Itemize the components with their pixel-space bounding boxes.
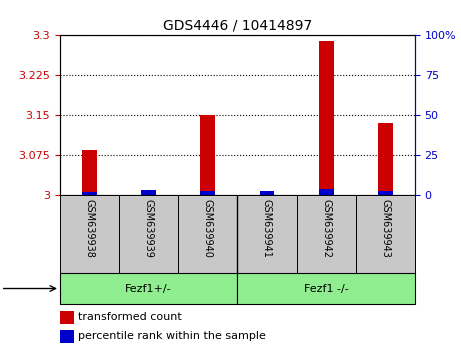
Text: GSM639939: GSM639939: [144, 199, 154, 257]
Bar: [378, 191, 393, 195]
Bar: [178, 195, 237, 273]
Bar: [141, 190, 156, 195]
Bar: [260, 192, 274, 195]
Bar: [260, 191, 274, 195]
Bar: [201, 115, 215, 195]
Bar: [60, 330, 74, 343]
Bar: [296, 195, 356, 273]
Text: Fezf1 -/-: Fezf1 -/-: [304, 284, 349, 293]
Text: transformed count: transformed count: [77, 312, 182, 322]
Bar: [60, 195, 119, 273]
Bar: [82, 192, 97, 195]
Text: GSM639942: GSM639942: [321, 199, 331, 258]
Text: Fezf1+/-: Fezf1+/-: [125, 284, 172, 293]
Bar: [319, 189, 334, 195]
Bar: [201, 191, 215, 195]
Bar: [237, 273, 415, 304]
Bar: [237, 195, 296, 273]
Bar: [82, 150, 97, 195]
Bar: [60, 311, 74, 324]
Text: percentile rank within the sample: percentile rank within the sample: [77, 331, 266, 341]
Text: GSM639938: GSM639938: [84, 199, 95, 257]
Bar: [378, 123, 393, 195]
Bar: [119, 195, 178, 273]
Text: GSM639941: GSM639941: [262, 199, 272, 257]
Title: GDS4446 / 10414897: GDS4446 / 10414897: [163, 19, 312, 33]
Bar: [319, 41, 334, 195]
Text: GSM639940: GSM639940: [203, 199, 213, 257]
Bar: [60, 273, 237, 304]
Text: GSM639943: GSM639943: [380, 199, 390, 257]
Bar: [356, 195, 415, 273]
